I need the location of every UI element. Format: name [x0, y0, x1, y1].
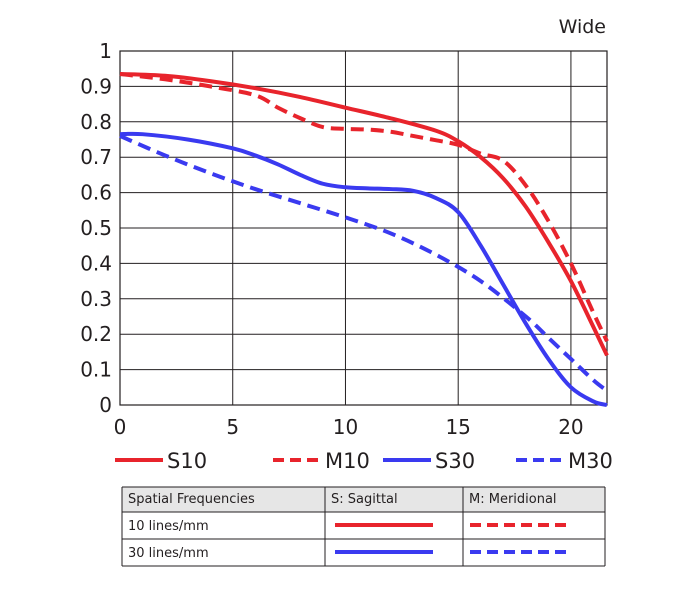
- legend-label-m30: M30: [568, 449, 613, 473]
- y-tick-label: 0.9: [80, 74, 112, 98]
- frequency-table: Spatial Frequencies S: Sagittal M: Meridio…: [121, 486, 606, 567]
- y-tick-label: 1: [99, 39, 112, 63]
- table-header-cell: S: Sagittal: [331, 492, 398, 507]
- chart-axes: 00.10.20.30.40.50.60.70.80.910 5 10 15 20: [80, 39, 583, 439]
- series-lines: [119, 72, 609, 407]
- plot-frame: [119, 50, 608, 406]
- y-tick-label: 0.1: [80, 358, 112, 382]
- x-tick-label: 20: [558, 415, 583, 439]
- table-row-label: 10 lines/mm: [128, 519, 209, 534]
- table-row-label: 30 lines/mm: [128, 546, 209, 561]
- y-tick-label: 0.7: [80, 145, 112, 169]
- table-header-cell: M: Meridional: [469, 492, 557, 507]
- chart-legend: S10 M10 S30 M30: [115, 449, 613, 473]
- series-line-m10: [119, 72, 609, 343]
- corner-label: Wide: [559, 16, 606, 38]
- series-line-m30: [119, 134, 609, 393]
- x-tick-label: 0: [114, 415, 127, 439]
- chart-grid: [119, 50, 608, 406]
- table-header-bg: [122, 487, 605, 512]
- series-line-s30: [119, 131, 608, 407]
- legend-label-s30: S30: [435, 449, 475, 473]
- legend-label-m10: M10: [325, 449, 370, 473]
- series-line-s10: [119, 72, 609, 357]
- x-tick-label: 5: [226, 415, 239, 439]
- y-tick-label: 0.4: [80, 251, 112, 275]
- x-tick-label: 10: [333, 415, 358, 439]
- y-tick-label: 0.3: [80, 287, 112, 311]
- table-header-cell: Spatial Frequencies: [128, 492, 255, 507]
- y-tick-label: 0.5: [80, 216, 112, 240]
- y-tick-label: 0.2: [80, 322, 112, 346]
- y-tick-label: 0.6: [80, 181, 112, 205]
- y-tick-label: 0.8: [80, 110, 112, 134]
- legend-label-s10: S10: [167, 449, 207, 473]
- x-tick-label: 15: [445, 415, 470, 439]
- y-tick-label: 0: [99, 393, 112, 417]
